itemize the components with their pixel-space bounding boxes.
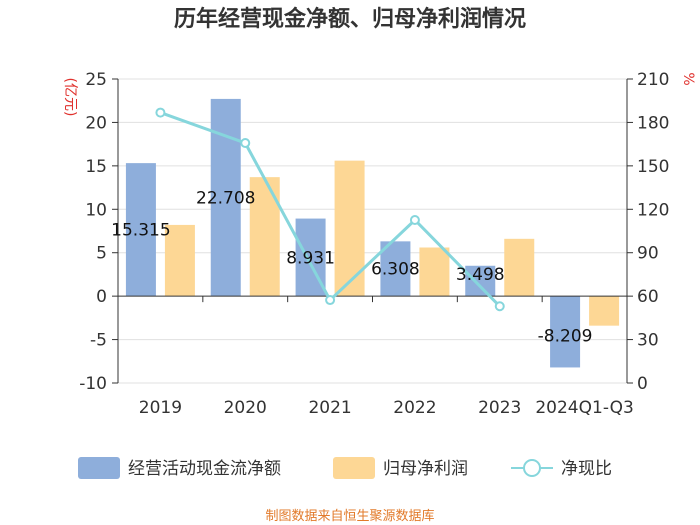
left-tick-label: 20 <box>85 113 107 133</box>
legend: 经营活动现金流净额 归母净利润 净现比 <box>78 457 612 479</box>
bar-profit <box>419 247 450 297</box>
left-tick-label: 15 <box>85 157 107 177</box>
category-label: 2020 <box>224 398 267 418</box>
bar-cashflow <box>125 163 156 297</box>
bar-cashflow <box>550 296 581 368</box>
right-tick-label: 180 <box>637 113 669 133</box>
category-label: 2022 <box>393 398 436 418</box>
ratio-line <box>155 107 505 312</box>
data-label-cashflow: 15.315 <box>111 221 170 241</box>
category-label: 2023 <box>478 398 521 418</box>
right-tick-label: 120 <box>637 200 669 220</box>
bar-profit <box>334 160 365 297</box>
legend-swatch-profit <box>333 457 375 479</box>
category-label: 2021 <box>308 398 351 418</box>
ratio-point <box>240 137 251 148</box>
left-tick-label: 10 <box>85 200 107 220</box>
grid-lines <box>118 78 627 384</box>
legend-swatch-cashflow <box>78 457 120 479</box>
ratio-point <box>409 214 420 225</box>
axes: -10 -5 0 5 10 15 20 25 0 30 60 90 120 150 180 210 2019 20… <box>79 70 669 418</box>
bar-profit <box>504 238 535 297</box>
right-tick-label: 90 <box>637 244 659 264</box>
right-axis-unit: % <box>680 72 696 85</box>
right-tick-label: 30 <box>637 331 659 351</box>
right-tick-label: 60 <box>637 287 659 307</box>
bar-profit <box>589 296 620 326</box>
legend-label-cashflow: 经营活动现金流净额 <box>128 459 281 479</box>
ratio-point <box>494 301 505 312</box>
legend-label-ratio: 净现比 <box>561 459 612 479</box>
right-tick-label: 210 <box>637 70 669 90</box>
data-label-cashflow: 3.498 <box>456 265 505 285</box>
bar-cashflow <box>380 241 411 297</box>
data-label-cashflow: 6.308 <box>371 260 420 280</box>
left-tick-label: -10 <box>79 374 107 394</box>
data-label-cashflow: 8.931 <box>286 248 335 268</box>
left-tick-label: 0 <box>96 287 107 307</box>
left-tick-label: -5 <box>90 331 107 351</box>
data-label-cashflow: 22.708 <box>196 189 255 209</box>
legend-marker-ratio <box>523 459 541 477</box>
legend-label-profit: 归母净利润 <box>383 459 468 479</box>
data-labels: 15.315 22.708 8.931 6.308 3.498 -8.209 <box>111 189 592 347</box>
bar-cashflow <box>465 265 496 297</box>
bar-profit <box>164 224 195 297</box>
ratio-point <box>325 295 336 306</box>
left-axis-unit: (亿元) <box>62 78 78 117</box>
data-label-cashflow: -8.209 <box>538 326 593 346</box>
source-note: 制图数据来自恒生聚源数据库 <box>265 508 434 524</box>
ratio-point <box>155 107 166 118</box>
category-label: 2019 <box>139 398 182 418</box>
right-tick-label: 0 <box>637 374 648 394</box>
category-label: 2024Q1-Q3 <box>535 398 633 418</box>
chart-title: 历年经营现金净额、归母净利润情况 <box>174 6 526 32</box>
left-tick-label: 25 <box>85 70 107 90</box>
left-tick-label: 5 <box>96 244 107 264</box>
right-tick-label: 150 <box>637 157 669 177</box>
